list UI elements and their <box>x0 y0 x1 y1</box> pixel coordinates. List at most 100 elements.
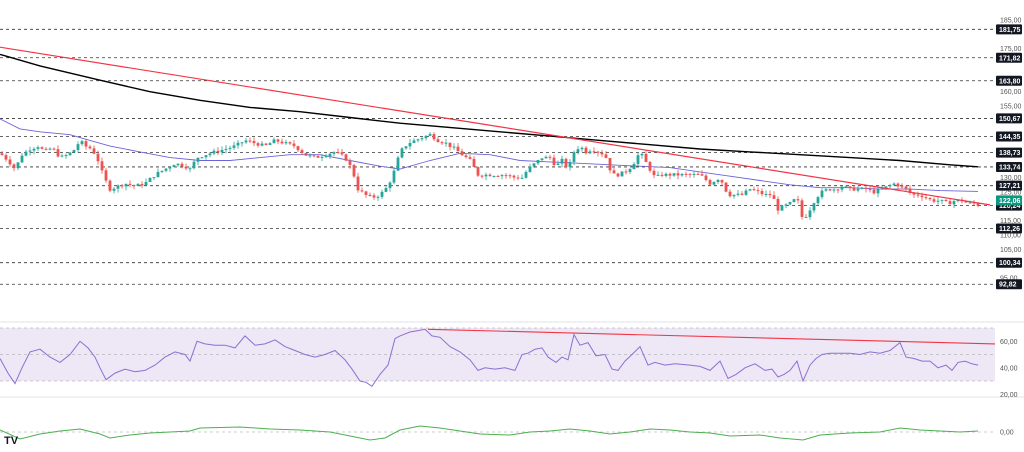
candle[interactable] <box>92 148 96 154</box>
candle[interactable] <box>200 157 204 159</box>
candle[interactable] <box>280 141 284 144</box>
candle[interactable] <box>936 200 940 202</box>
candle[interactable] <box>708 180 712 185</box>
candle[interactable] <box>556 163 560 165</box>
candle[interactable] <box>764 194 768 196</box>
candle[interactable] <box>184 166 188 169</box>
candle[interactable] <box>188 168 192 170</box>
candle[interactable] <box>288 142 292 144</box>
candle[interactable] <box>788 202 792 205</box>
candle[interactable] <box>596 151 600 153</box>
candle[interactable] <box>208 153 212 156</box>
candle[interactable] <box>616 173 620 177</box>
candle[interactable] <box>800 200 804 217</box>
candle[interactable] <box>72 149 76 153</box>
candle[interactable] <box>284 142 288 144</box>
candle[interactable] <box>48 148 52 150</box>
candle[interactable] <box>520 177 524 179</box>
candle[interactable] <box>16 162 20 169</box>
candle[interactable] <box>572 152 576 162</box>
candle[interactable] <box>508 175 512 177</box>
candle[interactable] <box>604 154 608 158</box>
rsi-pane[interactable] <box>0 327 996 387</box>
candle[interactable] <box>780 205 784 211</box>
candle[interactable] <box>448 142 452 147</box>
candle[interactable] <box>40 147 44 149</box>
candle[interactable] <box>44 148 48 150</box>
candle[interactable] <box>816 197 820 204</box>
candle[interactable] <box>740 193 744 195</box>
candle[interactable] <box>56 149 60 157</box>
candle[interactable] <box>712 181 716 185</box>
candle[interactable] <box>12 164 16 169</box>
candle[interactable] <box>120 185 124 187</box>
candle[interactable] <box>760 191 764 195</box>
candle[interactable] <box>908 188 912 193</box>
candle[interactable] <box>296 146 300 151</box>
candle[interactable] <box>320 156 324 158</box>
candle[interactable] <box>644 153 648 163</box>
candle[interactable] <box>628 169 632 173</box>
candle[interactable] <box>532 163 536 167</box>
candle[interactable] <box>844 186 848 188</box>
candle[interactable] <box>912 192 916 195</box>
candle[interactable] <box>236 142 240 146</box>
candle[interactable] <box>240 142 244 144</box>
candle[interactable] <box>420 138 424 140</box>
candle[interactable] <box>136 184 140 187</box>
candle[interactable] <box>736 193 740 195</box>
candle[interactable] <box>76 144 80 150</box>
candle[interactable] <box>804 216 808 218</box>
candle[interactable] <box>624 171 628 173</box>
candle[interactable] <box>768 194 772 196</box>
candle[interactable] <box>276 139 280 142</box>
candle[interactable] <box>360 190 364 192</box>
candle[interactable] <box>68 152 72 156</box>
candle[interactable] <box>196 157 200 162</box>
candle[interactable] <box>408 142 412 147</box>
candle[interactable] <box>516 177 520 179</box>
candle[interactable] <box>884 186 888 189</box>
candle[interactable] <box>432 134 436 140</box>
candle[interactable] <box>488 174 492 177</box>
candle[interactable] <box>880 188 884 190</box>
candle[interactable] <box>660 174 664 176</box>
candle[interactable] <box>156 171 160 178</box>
candle[interactable] <box>304 153 308 156</box>
candle[interactable] <box>456 146 460 152</box>
candle[interactable] <box>688 174 692 176</box>
candle[interactable] <box>244 140 248 143</box>
candle[interactable] <box>932 199 936 202</box>
candle[interactable] <box>308 155 312 157</box>
candle[interactable] <box>668 173 672 176</box>
candle[interactable] <box>476 167 480 176</box>
candle[interactable] <box>36 147 40 149</box>
candle[interactable] <box>852 187 856 191</box>
candle[interactable] <box>652 170 656 176</box>
candle[interactable] <box>944 199 948 202</box>
candle[interactable] <box>540 158 544 160</box>
candle[interactable] <box>352 165 356 177</box>
candle[interactable] <box>356 176 360 191</box>
candle[interactable] <box>952 201 956 205</box>
candle[interactable] <box>108 180 112 191</box>
candle[interactable] <box>436 139 440 143</box>
candle[interactable] <box>700 174 704 176</box>
candle[interactable] <box>896 183 900 187</box>
candle[interactable] <box>904 186 908 189</box>
candle[interactable] <box>452 146 456 148</box>
candle[interactable] <box>132 184 136 187</box>
candle[interactable] <box>704 175 708 181</box>
candle[interactable] <box>608 157 612 171</box>
candle[interactable] <box>500 175 504 177</box>
rsi-trendline[interactable] <box>427 328 996 345</box>
candle[interactable] <box>428 134 432 136</box>
candle[interactable] <box>144 181 148 186</box>
candle[interactable] <box>124 183 128 187</box>
candle[interactable] <box>588 151 592 154</box>
candle[interactable] <box>444 142 448 144</box>
candle[interactable] <box>836 189 840 191</box>
candle[interactable] <box>4 155 8 160</box>
candle[interactable] <box>820 190 824 198</box>
candle[interactable] <box>264 143 268 145</box>
